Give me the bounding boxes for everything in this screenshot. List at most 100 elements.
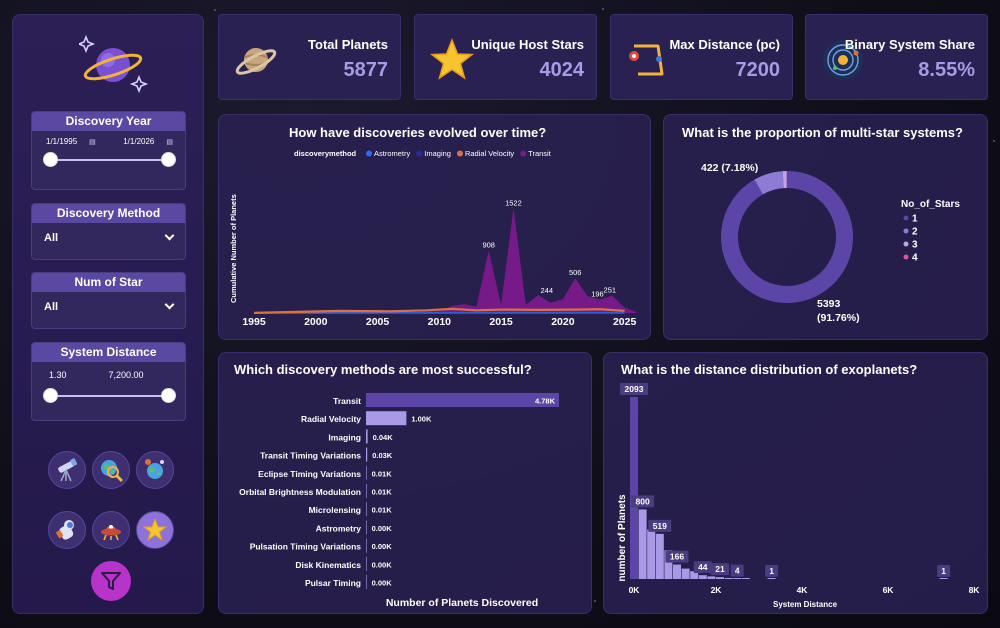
star-icon — [142, 517, 168, 542]
histogram-bar[interactable] — [690, 571, 699, 579]
distance-max-field[interactable]: 7,200.00 — [108, 370, 144, 380]
bar[interactable] — [366, 447, 368, 462]
discovery-method-value: All — [44, 231, 59, 244]
end-date-field[interactable]: 1/1/2026 ▤ — [123, 137, 173, 146]
legend-item[interactable]: Astrometry — [374, 149, 411, 158]
globe-search-nav-button[interactable] — [92, 451, 130, 489]
slider-start-handle[interactable] — [43, 388, 58, 403]
x-tick-label: 2015 — [489, 316, 513, 328]
discovery-method-dropdown[interactable]: All — [32, 223, 185, 252]
slider-end-handle[interactable] — [161, 152, 176, 167]
background-star — [594, 600, 596, 602]
data-label: 21 — [715, 564, 725, 574]
bar[interactable] — [366, 465, 367, 480]
bar[interactable] — [366, 429, 368, 444]
histogram-bar[interactable] — [939, 578, 948, 579]
histogram-bar[interactable] — [698, 575, 707, 579]
bar[interactable] — [366, 484, 367, 498]
x-axis-label: Number of Planets Discovered — [386, 597, 538, 609]
chevron-down-icon[interactable] — [164, 299, 175, 310]
category-label: Imaging — [328, 432, 361, 442]
value-label: 0.00K — [372, 524, 393, 533]
area-chart: discoverymethod Astrometry Imaging Radial … — [229, 149, 637, 328]
apply-filter-button[interactable] — [91, 561, 131, 601]
data-label-box — [648, 519, 672, 532]
chart-title: How have discoveries evolved over time? — [289, 125, 547, 140]
series-transit-area[interactable] — [254, 208, 637, 313]
category-label: Eclipse Timing Variations — [258, 469, 361, 479]
data-label: 1 — [941, 566, 946, 576]
slider-end-handle[interactable] — [161, 388, 176, 403]
slider-start-handle[interactable] — [43, 152, 58, 167]
histogram-data-labels: 2093 800 519 166 44 21 4 1 1 — [620, 383, 951, 577]
category-labels: Transit Radial Velocity Imaging Transit Tim… — [239, 396, 361, 588]
donut-slice-3[interactable] — [782, 171, 787, 189]
legend-item[interactable]: 3 — [912, 240, 918, 251]
legend-item[interactable]: Radial Velocity — [465, 149, 514, 158]
histogram-bar[interactable] — [741, 578, 750, 579]
num-of-star-dropdown[interactable]: All — [32, 292, 185, 321]
histogram-bar[interactable] — [638, 509, 647, 579]
value-label: 1.00K — [411, 415, 432, 424]
data-label-box — [631, 495, 655, 508]
bar[interactable] — [366, 538, 367, 553]
star-nav-button[interactable] — [136, 511, 174, 549]
system-distance-title: System Distance — [32, 343, 185, 362]
series-radial-velocity-line[interactable] — [253, 307, 625, 314]
calendar-icon[interactable]: ▤ — [166, 138, 173, 146]
histogram-bar[interactable] — [724, 577, 733, 579]
num-of-star-value: All — [44, 300, 59, 313]
funnel-icon — [101, 572, 121, 590]
data-label: 244 — [541, 286, 554, 295]
histogram-bar[interactable] — [673, 564, 681, 579]
ufo-nav-button[interactable] — [92, 511, 130, 549]
donut-slice-1[interactable] — [721, 171, 853, 303]
slice-pct-label: (91.76%) — [817, 312, 860, 324]
bar[interactable] — [366, 520, 367, 535]
kpi-value: 4024 — [539, 59, 585, 81]
histogram-bar[interactable] — [767, 578, 776, 579]
value-label: 0.00K — [372, 560, 393, 569]
x-tick-label: 8K — [969, 585, 981, 595]
bar[interactable] — [366, 411, 407, 426]
legend-item[interactable]: Transit — [528, 149, 552, 158]
bar[interactable] — [366, 575, 367, 589]
planet-nav-button[interactable] — [136, 451, 174, 489]
legend-item[interactable]: Imaging — [424, 149, 451, 158]
x-tick-label: 2000 — [304, 316, 328, 328]
histogram-bar[interactable] — [664, 550, 673, 579]
discovery-year-filter: Discovery Year 1/1/1995 ▤ 1/1/2026 ▤ — [31, 111, 186, 190]
start-date-field[interactable]: 1/1/1995 ▤ — [46, 137, 96, 146]
bar[interactable] — [366, 393, 559, 407]
legend-item[interactable]: 1 — [912, 214, 918, 225]
histogram-bar[interactable] — [716, 577, 724, 579]
kpi-binary-system-share: Binary System Share 8.55% — [805, 14, 988, 100]
legend-item[interactable]: 4 — [912, 253, 918, 264]
x-axis-ticks: 0K 2K 4K 6K 8K — [629, 585, 981, 595]
histogram-bar[interactable] — [681, 568, 690, 579]
multi-star-proportion-panel: What is the proportion of multi-star sys… — [663, 114, 988, 340]
astronaut-nav-button[interactable] — [48, 511, 86, 549]
legend-item[interactable]: 2 — [912, 227, 918, 238]
category-label: Orbital Brightness Modulation — [239, 487, 361, 497]
telescope-nav-button[interactable] — [48, 451, 86, 489]
year-range-slider[interactable] — [32, 146, 185, 174]
calendar-icon[interactable]: ▤ — [89, 138, 96, 146]
saturn-icon — [235, 48, 277, 75]
distance-range-slider[interactable] — [32, 382, 185, 410]
histogram-bar[interactable] — [707, 576, 716, 579]
data-label-box — [693, 561, 712, 574]
bar[interactable] — [366, 556, 367, 571]
value-label: 0.01K — [372, 469, 393, 478]
histogram-bar[interactable] — [647, 529, 656, 579]
histogram-bar[interactable] — [655, 533, 664, 579]
num-of-star-filter: Num of Star All — [31, 272, 186, 329]
histogram-bar[interactable] — [733, 578, 742, 579]
bar[interactable] — [366, 502, 367, 517]
discovery-method-filter: Discovery Method All — [31, 203, 186, 260]
donut-slice-2[interactable] — [754, 171, 784, 195]
histogram-bar[interactable] — [630, 397, 638, 579]
distance-min-field[interactable]: 1.30 — [49, 370, 67, 380]
chevron-down-icon[interactable] — [164, 230, 175, 241]
filter-sidebar: Discovery Year 1/1/1995 ▤ 1/1/2026 ▤ Disco… — [12, 14, 204, 614]
